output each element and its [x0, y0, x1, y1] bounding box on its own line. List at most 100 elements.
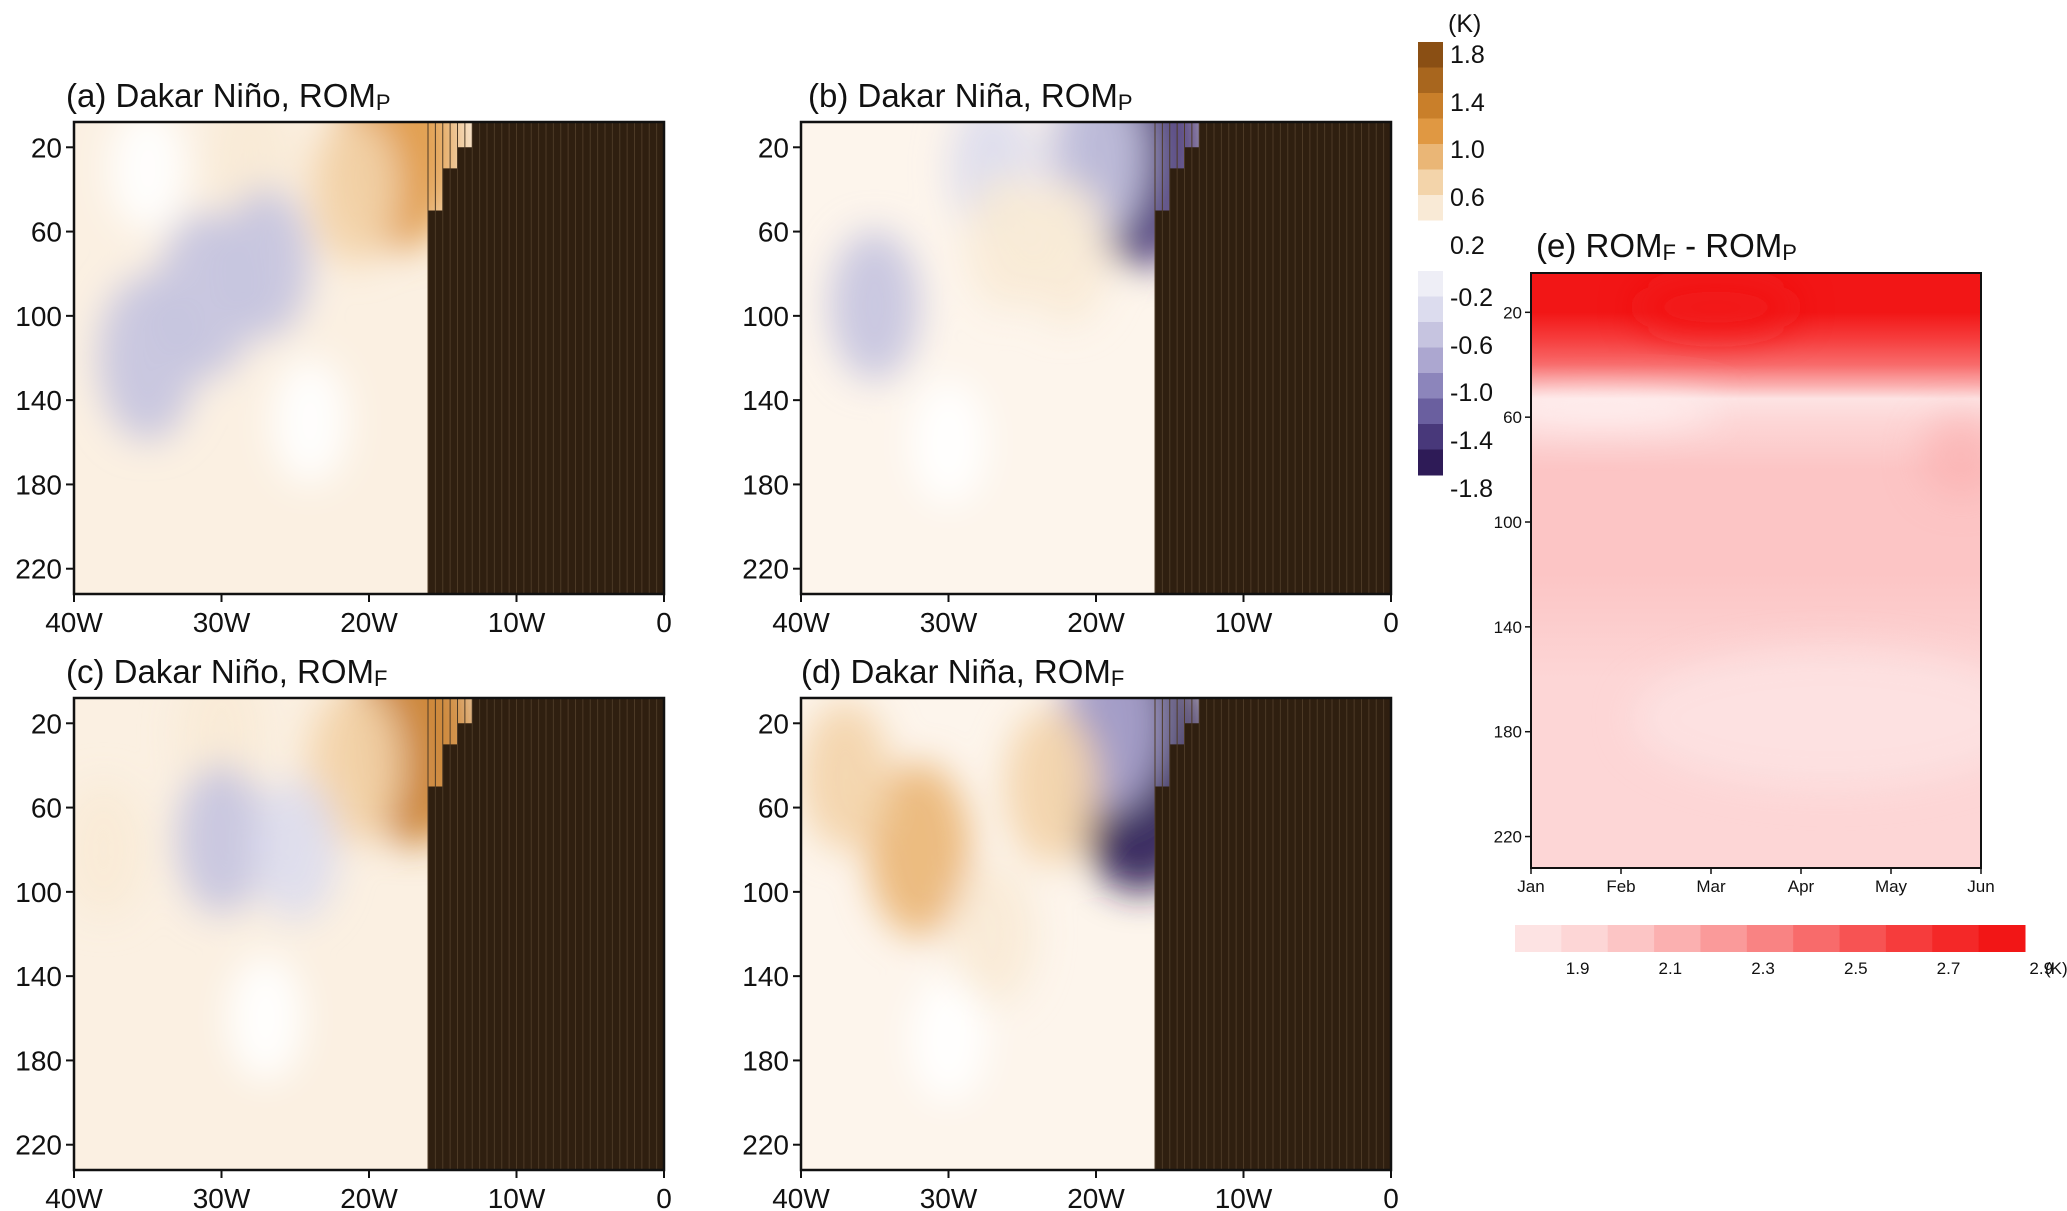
panel-a-plot: 40W 30W 20W 10W 0 20 60 100 140 180 220	[15, 120, 672, 638]
colorbar-label: 1.0	[1450, 136, 1485, 164]
colorbar-e-segment	[1746, 925, 1794, 952]
colorbar-segment	[1418, 322, 1443, 348]
y-tick-label: 220	[1494, 828, 1522, 847]
x-tick-label: 40W	[772, 1183, 830, 1211]
x-tick-label: Feb	[1606, 877, 1635, 896]
x-tick-label: 20W	[340, 607, 398, 638]
colorbar-segment	[1418, 67, 1443, 94]
colorbar-segment	[1418, 118, 1443, 145]
anomaly-a-3	[109, 122, 187, 232]
anomaly-a-6	[220, 188, 311, 339]
colorbar-label: -0.2	[1450, 284, 1493, 312]
colorbar-e-segment	[1978, 925, 2026, 952]
y-tick-label: 20	[1503, 303, 1522, 322]
x-tick-label: 30W	[920, 1183, 978, 1211]
colorbar-e-label: 2.1	[1658, 959, 1682, 978]
x-tick-label: 30W	[193, 607, 251, 638]
y-tick-label: 100	[1494, 513, 1522, 532]
colorbar-label: 1.8	[1450, 41, 1485, 69]
colorbar-unit: (K)	[1448, 10, 1481, 38]
y-tick-label: 20	[31, 132, 62, 163]
x-tick-label: 0	[656, 607, 672, 638]
anomaly-b-5	[966, 175, 1049, 310]
y-tick-label: 20	[31, 708, 62, 739]
y-tick-label: 140	[15, 385, 62, 416]
colorbar-e-unit: (K)	[2045, 959, 2067, 978]
y-tick-label: 220	[15, 554, 62, 585]
x-tick-label: Jan	[1517, 877, 1544, 896]
panel-c-title: (c) Dakar Niño, ROMF	[66, 653, 388, 691]
anomaly-d-2	[867, 762, 971, 937]
colorbar-segment	[1418, 398, 1443, 425]
colorbar-segment	[1418, 347, 1443, 374]
colorbar-label: -1.4	[1450, 427, 1493, 455]
x-tick-label: Jun	[1967, 877, 1994, 896]
anomaly-a-7	[271, 358, 349, 485]
colorbar-segment	[1418, 449, 1443, 476]
panel-e-title: (e) ROMF - ROMP	[1536, 227, 1797, 265]
anomaly-b-3	[829, 230, 920, 381]
y-tick-label: 20	[758, 708, 789, 739]
colorbar-difference: 1.9 2.1 2.3 2.5 2.7 2.9(K)	[1515, 925, 2067, 978]
colorbar-e-segment	[1839, 925, 1887, 952]
colorbar-label: -0.6	[1450, 332, 1493, 360]
y-tick-label: 220	[15, 1130, 62, 1161]
colorbar-segment	[1418, 220, 1443, 247]
x-tick-label: 0	[656, 1183, 672, 1211]
colorbar-segment	[1418, 373, 1443, 399]
colorbar-segment	[1418, 42, 1443, 68]
colorbar-segment	[1418, 195, 1443, 221]
colorbar-e-segment	[1561, 925, 1609, 952]
colorbar-e-segment	[1885, 925, 1933, 952]
y-tick-label: 100	[15, 877, 62, 908]
x-tick-label: 10W	[1215, 1183, 1273, 1211]
y-tick-label: 140	[742, 385, 789, 416]
panel-b-plot: 40W 30W 20W 10W 0 20 60 100 140 180 220	[742, 120, 1399, 638]
x-tick-label: 10W	[488, 607, 546, 638]
colorbar-label: 0.2	[1450, 232, 1485, 260]
anomaly-c-4	[252, 778, 339, 921]
y-tick-label: 180	[742, 469, 789, 500]
colorbar-e-segment	[1654, 925, 1701, 952]
x-tick-label: 20W	[1067, 1183, 1125, 1211]
y-tick-label: 220	[742, 1130, 789, 1161]
y-tick-label: 20	[758, 132, 789, 163]
y-tick-label: 60	[758, 793, 789, 824]
colorbar-e-label: 2.5	[1844, 959, 1868, 978]
colorbar-label: -1.0	[1450, 379, 1493, 407]
colorbar-e-segment	[1793, 925, 1841, 952]
colorbar-segment	[1418, 424, 1443, 450]
panel-a-title: (a) Dakar Niño, ROMP	[66, 77, 391, 115]
y-tick-label: 140	[1494, 618, 1522, 637]
x-tick-label: Apr	[1788, 877, 1815, 896]
y-tick-label: 180	[15, 469, 62, 500]
y-tick-label: 60	[31, 793, 62, 824]
x-tick-label: 20W	[340, 1183, 398, 1211]
x-tick-label: May	[1875, 877, 1908, 896]
y-tick-label: 140	[742, 961, 789, 992]
panel-d-plot: 40W 30W 20W 10W 0 20 60 100 140 180 220	[742, 696, 1399, 1211]
y-tick-label: 180	[1494, 723, 1522, 742]
y-tick-label: 100	[742, 877, 789, 908]
x-tick-label: 40W	[772, 607, 830, 638]
colorbar-e-label: 2.7	[1937, 959, 1961, 978]
panel-d-title: (d) Dakar Niña, ROMF	[801, 653, 1124, 691]
x-tick-label: 30W	[193, 1183, 251, 1211]
anomaly-c-3	[176, 764, 267, 915]
x-tick-label: 40W	[45, 1183, 103, 1211]
colorbar-e-segment	[1515, 925, 1562, 952]
colorbar-e-label: 2.9	[2029, 959, 2053, 978]
anomaly-d-4	[801, 700, 891, 851]
x-tick-label: 20W	[1067, 607, 1125, 638]
panel-e-edge	[1921, 416, 1981, 497]
anomaly-b-6	[910, 379, 987, 506]
panel-e-frame	[1530, 272, 1982, 869]
anomaly-c-5	[74, 782, 145, 917]
anomaly-a-1	[309, 122, 400, 265]
colorbar-label: 1.4	[1450, 89, 1485, 117]
colorbar-segment	[1418, 93, 1443, 119]
colorbar-segment	[1418, 296, 1443, 323]
colorbar-segment	[1418, 169, 1443, 196]
anomaly-a-5	[98, 275, 198, 441]
colorbar-e-segment	[1700, 925, 1748, 952]
